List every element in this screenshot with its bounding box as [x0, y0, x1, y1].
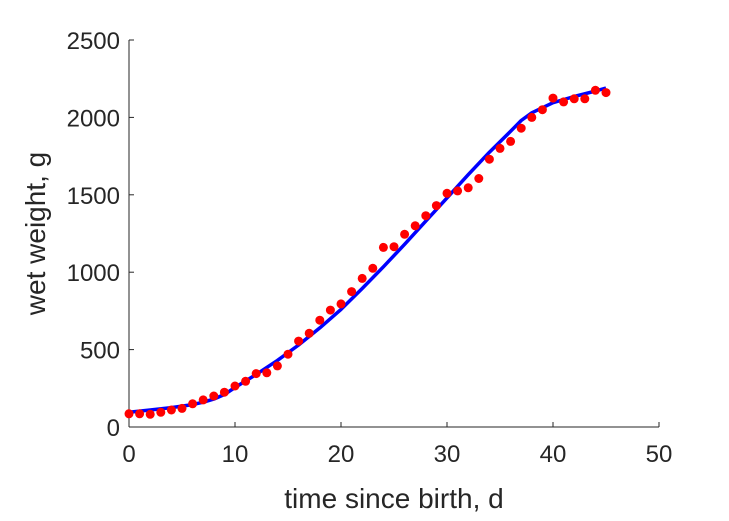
y-tick-label: 0 — [107, 415, 120, 442]
data-point — [135, 409, 145, 419]
data-point — [559, 97, 569, 107]
x-tick-label: 10 — [222, 441, 249, 468]
data-point — [368, 263, 378, 273]
data-point — [569, 94, 579, 104]
data-point — [336, 299, 346, 309]
data-point — [474, 174, 484, 183]
x-tick-label: 40 — [540, 441, 567, 468]
y-tick-label: 1500 — [67, 183, 120, 210]
x-axis-label: time since birth, d — [284, 483, 503, 514]
data-point — [347, 287, 357, 297]
data-point — [209, 391, 219, 401]
data-point — [294, 336, 304, 346]
data-point — [198, 395, 208, 405]
y-axis-label: wet weight, g — [20, 152, 51, 316]
data-point — [315, 315, 325, 325]
data-point — [177, 403, 187, 413]
data-point — [272, 361, 282, 371]
data-point — [262, 368, 272, 378]
y-tick-label: 500 — [80, 338, 120, 365]
data-point — [230, 381, 240, 391]
data-point — [389, 242, 399, 252]
x-tick-label: 0 — [122, 441, 135, 468]
data-point — [283, 349, 293, 359]
data-point — [590, 85, 600, 95]
data-point — [325, 305, 335, 315]
data-point — [156, 407, 166, 417]
data-point — [219, 387, 229, 397]
data-point — [188, 399, 198, 409]
data-point — [431, 201, 441, 211]
data-point — [601, 88, 611, 98]
x-tick-label: 30 — [434, 441, 461, 468]
fit-line — [128, 86, 607, 415]
data-point — [124, 409, 134, 419]
data-point — [357, 273, 367, 283]
data-point — [463, 183, 473, 193]
data-point — [400, 229, 410, 239]
data-point — [410, 221, 420, 231]
data-point — [251, 369, 261, 379]
x-tick-label: 20 — [328, 441, 355, 468]
data-point — [378, 242, 388, 252]
data-point — [484, 154, 494, 164]
data-point — [580, 94, 590, 104]
y-tick-label: 2000 — [67, 105, 120, 132]
data-points-group — [124, 85, 611, 419]
data-point — [166, 405, 176, 415]
data-point — [527, 112, 537, 122]
data-point — [516, 123, 526, 133]
y-tick-label: 1000 — [67, 260, 120, 287]
y-tick-label: 2500 — [67, 28, 120, 55]
axes — [128, 40, 659, 428]
data-point — [145, 409, 155, 419]
data-point — [442, 188, 452, 198]
data-point — [548, 93, 558, 103]
data-point — [421, 211, 431, 221]
data-point — [495, 143, 505, 153]
data-point — [453, 186, 463, 196]
fit-line-group — [128, 86, 607, 415]
data-point — [537, 105, 547, 115]
x-tick-label: 50 — [646, 441, 673, 468]
data-point — [304, 328, 314, 338]
data-point — [506, 136, 516, 146]
data-point — [241, 376, 251, 386]
